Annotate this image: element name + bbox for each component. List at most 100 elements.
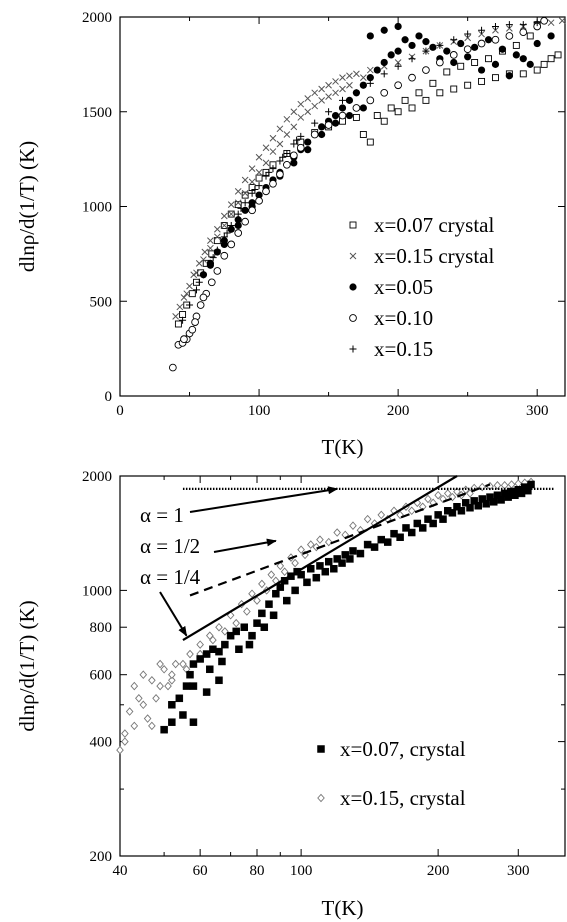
top-data-point [311,102,319,110]
top-data-point [491,35,500,44]
bottom-data-point [413,519,422,528]
top-data-point [220,222,228,229]
bottom-data-points [116,477,535,755]
top-data-point [227,225,235,233]
bottom-annotation-label: α = 1/4 [140,565,201,589]
top-data-point [289,151,298,160]
top-legend: x=0.07 crystal x=0.15 crystal x=0.05 x=0.10… [349,213,494,361]
bottom-data-point [179,659,187,669]
bottom-data-point [383,538,392,546]
top-data-point [352,104,361,112]
bottom-data-point [156,659,164,669]
bottom-data-point [377,535,386,544]
bottom-data-point [135,694,143,703]
top-data-point [436,41,444,49]
bottom-data-point [324,537,333,547]
top-data-point [241,189,249,197]
top-data-point [429,79,437,87]
bottom-data-point [448,509,457,517]
top-data-point [366,138,374,146]
top-data-point [318,85,325,93]
bottom-data-point [497,496,505,504]
bottom-data-point [341,551,349,559]
bottom-data-point [478,495,486,503]
bottom-data-point [179,711,187,719]
bottom-data-point [434,490,442,500]
top-data-point [324,121,333,129]
top-x-axis-label: T(K) [322,435,364,459]
bottom-data-point [171,659,180,669]
top-data-point [325,108,333,116]
top-data-point [380,70,388,78]
bottom-data-point [235,645,243,654]
top-legend-label: x=0.15 [374,337,433,361]
bottom-data-point [168,718,176,726]
top-data-point [290,140,298,148]
bottom-data-point [175,694,184,703]
bottom-ticks: 40 60 80 100 200 300 200 400 600 800 1000 2000 [82,469,565,879]
top-data-point [207,278,216,287]
top-data-point [213,246,221,254]
bottom-data-point [424,494,432,504]
top-data-point [331,119,340,127]
bottom-data-point [303,578,311,587]
top-data-point [290,123,298,131]
bottom-data-point [434,511,442,519]
top-data-point [310,130,319,139]
bottom-reference-line [189,483,491,597]
top-data-point [283,149,291,157]
top-data-point [172,313,179,320]
top-data-point [547,55,555,63]
bottom-data-point [429,519,437,528]
top-data-points [168,16,566,372]
bottom-annotations: α = 1 α = 1/2 α = 1/4 [140,486,339,637]
top-data-point [464,53,472,61]
top-data-point [540,16,548,25]
top-data-point [331,111,340,120]
bottom-data-point [478,482,487,492]
top-data-point [248,165,256,172]
top-data-point [491,22,499,30]
bottom-data-point [186,670,194,679]
top-data-point [519,21,527,29]
bottom-data-point [121,729,129,738]
top-legend-label: x=0.05 [374,275,433,299]
top-data-point [234,221,242,230]
bottom-data-point [338,559,346,567]
bottom-data-point [307,565,315,573]
top-legend-marker [349,252,357,260]
bottom-x-tick-label: 80 [250,863,265,879]
top-data-point [193,269,200,277]
top-data-point [213,225,221,233]
top-data-point [366,96,375,105]
bottom-data-point [196,655,204,663]
bottom-data-point [245,640,254,649]
top-data-point [353,70,360,78]
top-data-point [526,60,534,68]
top-data-point [241,199,249,207]
top-legend-marker [349,314,357,322]
top-data-point [297,100,305,108]
top-data-point [533,66,541,74]
top-data-point [262,172,270,180]
top-y-tick-label: 2000 [82,10,112,26]
top-data-point [311,89,319,97]
bottom-data-point [462,499,470,507]
top-data-point [255,191,263,199]
bottom-y-tick-label: 600 [90,668,113,684]
bottom-data-point [291,558,299,568]
top-legend-label: x=0.15 crystal [374,244,494,268]
top-y-tick-label: 1500 [82,105,112,121]
bottom-data-point [152,694,160,703]
bottom-data-point [205,631,214,640]
top-data-point [471,43,479,51]
bottom-data-point [202,688,211,696]
top-data-point [436,89,444,97]
top-data-point [318,123,326,131]
bottom-data-point [504,493,512,501]
top-data-point [346,72,353,80]
bottom-data-point [168,676,176,685]
bottom-data-point [306,540,315,549]
bottom-data-point [265,600,273,608]
top-legend-marker [349,283,357,291]
